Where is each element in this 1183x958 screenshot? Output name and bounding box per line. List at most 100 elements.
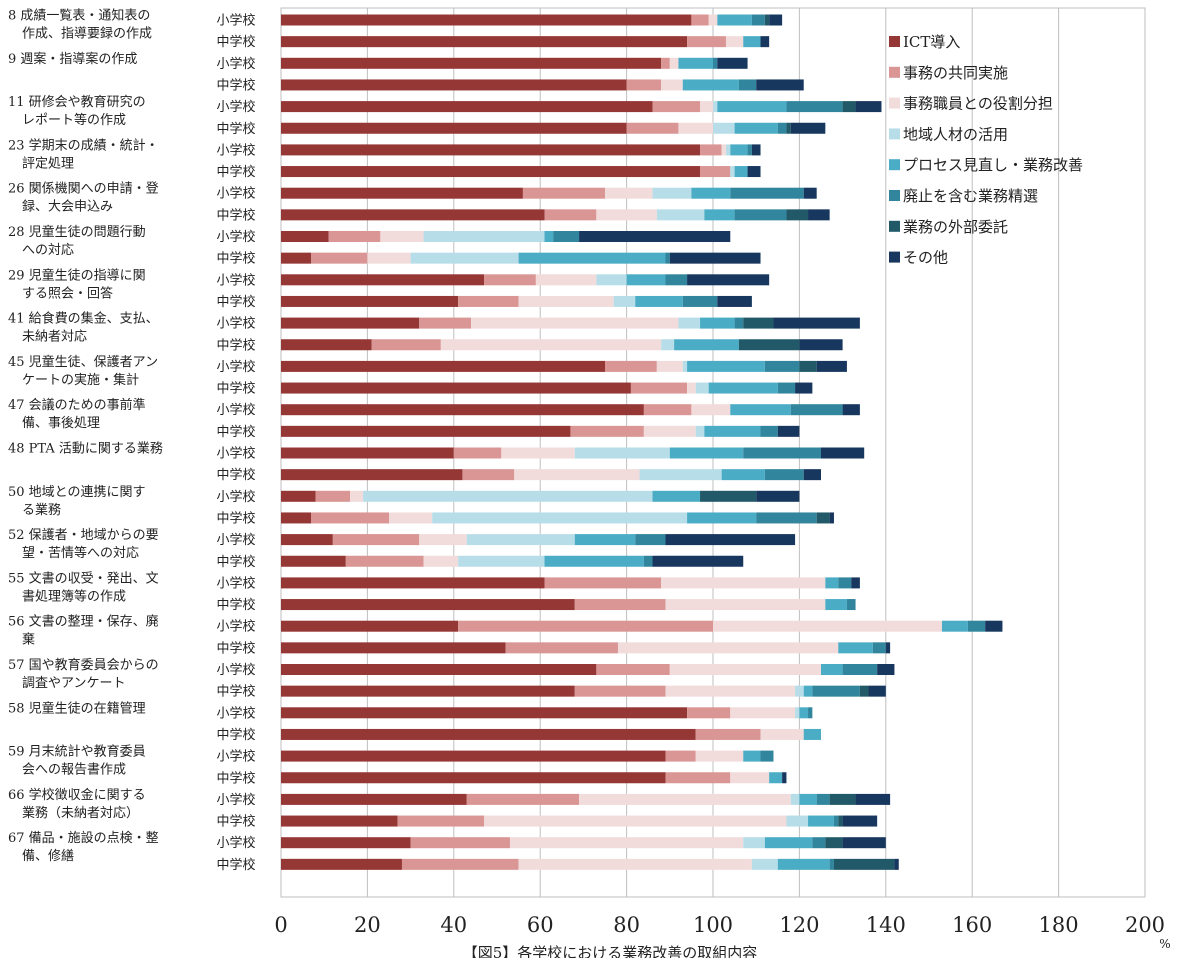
- bar-segment: [825, 837, 843, 849]
- bar-segment: [816, 360, 847, 372]
- bar-segment: [838, 642, 873, 654]
- bar-segment: [665, 534, 796, 546]
- bar-segment: [281, 209, 545, 221]
- legend-entry: プロセス見直し・業務改善: [903, 156, 1083, 174]
- bar-segment: [665, 252, 670, 264]
- bar-segment: [281, 404, 644, 416]
- bar-segment: [687, 707, 731, 719]
- grid-lines: [280, 7, 1146, 898]
- legend-swatch: [889, 36, 900, 47]
- bar-segment: [678, 122, 713, 134]
- bar-segment: [626, 274, 666, 286]
- bar-segment: [786, 101, 843, 113]
- bar-segment: [522, 187, 605, 199]
- bar-segment: [281, 360, 605, 372]
- bar-segment: [389, 512, 433, 524]
- bar-segment: [795, 707, 800, 719]
- bar-segment: [574, 685, 666, 697]
- category-label: 47 会議のための事前準: [8, 397, 146, 413]
- bar-segment: [747, 144, 752, 156]
- school-type-label: 小学校: [216, 316, 255, 332]
- bar-segment: [842, 815, 878, 827]
- school-type-label: 小学校: [216, 662, 255, 678]
- legend-entry: 地域人材の活用: [903, 125, 1008, 143]
- bar-segment: [281, 57, 662, 69]
- bar-segment: [682, 295, 718, 307]
- bar-segment: [734, 209, 787, 221]
- bar-segment: [777, 122, 787, 134]
- bar-segment: [311, 512, 389, 524]
- school-type-label: 小学校: [216, 792, 255, 808]
- bar-segment: [734, 166, 748, 178]
- bar-segment: [281, 728, 696, 740]
- bar-segment: [553, 231, 580, 242]
- bar-segment: [458, 620, 713, 632]
- bar-segment: [570, 425, 644, 437]
- bar-segment: [281, 425, 571, 437]
- category-label: 59 月末統計や教育委員: [8, 744, 146, 760]
- school-type-label: 中学校: [216, 597, 255, 613]
- bar-segment: [769, 14, 783, 26]
- bar-segment: [281, 664, 597, 675]
- bar-segment: [756, 79, 804, 91]
- school-type-label: 小学校: [216, 532, 255, 548]
- bar-segment: [669, 447, 744, 459]
- bar-segment: [743, 750, 761, 762]
- bar-segment: [691, 187, 731, 199]
- bar-segment: [462, 469, 515, 481]
- bar-segment: [730, 404, 791, 416]
- bar-segment: [596, 664, 670, 675]
- bar-segment: [505, 642, 618, 654]
- bar-segment: [544, 577, 662, 589]
- bar-segment: [838, 577, 852, 589]
- category-label: 55 文書の収受・発出、文: [8, 571, 159, 586]
- bar-segment: [281, 79, 627, 91]
- bar-segment: [700, 101, 713, 113]
- school-type-label: 小学校: [216, 56, 255, 72]
- category-label: 未納者対応: [22, 330, 87, 345]
- bar-segment: [281, 469, 463, 481]
- bar-segment: [380, 231, 424, 242]
- bar-segment: [544, 231, 554, 242]
- bar-segment: [777, 425, 800, 437]
- bar-segment: [643, 425, 696, 437]
- bar-segment: [730, 144, 748, 156]
- bar-segment: [652, 101, 701, 113]
- school-type-label: 中学校: [216, 251, 255, 267]
- bar-segment: [678, 317, 701, 329]
- bar-segment: [756, 512, 817, 524]
- bar-segment: [704, 425, 761, 437]
- bar-segment: [743, 447, 821, 459]
- bar-segment: [626, 122, 679, 134]
- category-label: 11 研修会や教育研究の: [8, 94, 146, 110]
- legend-entry: 事務職員との役割分担: [903, 95, 1053, 113]
- bar-segment: [738, 339, 800, 351]
- bar-segment: [812, 837, 826, 849]
- bar-segment: [795, 382, 813, 394]
- category-label: 67 備品・施設の点検・整: [8, 830, 159, 846]
- bar-segment: [777, 858, 830, 870]
- bar-segment: [630, 382, 688, 394]
- school-type-label: 中学校: [216, 770, 255, 786]
- bar-segment: [281, 512, 312, 524]
- legend-entry: 業務の外部委託: [903, 218, 1008, 236]
- bar-segment: [730, 166, 735, 178]
- school-type-label: 中学校: [216, 727, 255, 743]
- bar-segment: [281, 339, 372, 351]
- bar-segment: [687, 512, 757, 524]
- bar-segment: [281, 382, 631, 394]
- bar-segment: [799, 793, 817, 805]
- school-type-label: 中学校: [216, 510, 255, 526]
- school-type-label: 中学校: [216, 424, 255, 440]
- category-label: 56 文書の整理・保存、廃: [8, 614, 159, 630]
- bar-segment: [687, 360, 765, 372]
- bar-segment: [695, 425, 705, 437]
- bar-segment: [687, 274, 770, 286]
- bar-segment: [743, 317, 774, 329]
- category-label: への対応: [22, 243, 74, 258]
- bar-segment: [829, 858, 834, 870]
- x-tick-label: 160: [952, 913, 992, 937]
- bar-segment: [764, 469, 804, 481]
- bar-segment: [397, 815, 485, 827]
